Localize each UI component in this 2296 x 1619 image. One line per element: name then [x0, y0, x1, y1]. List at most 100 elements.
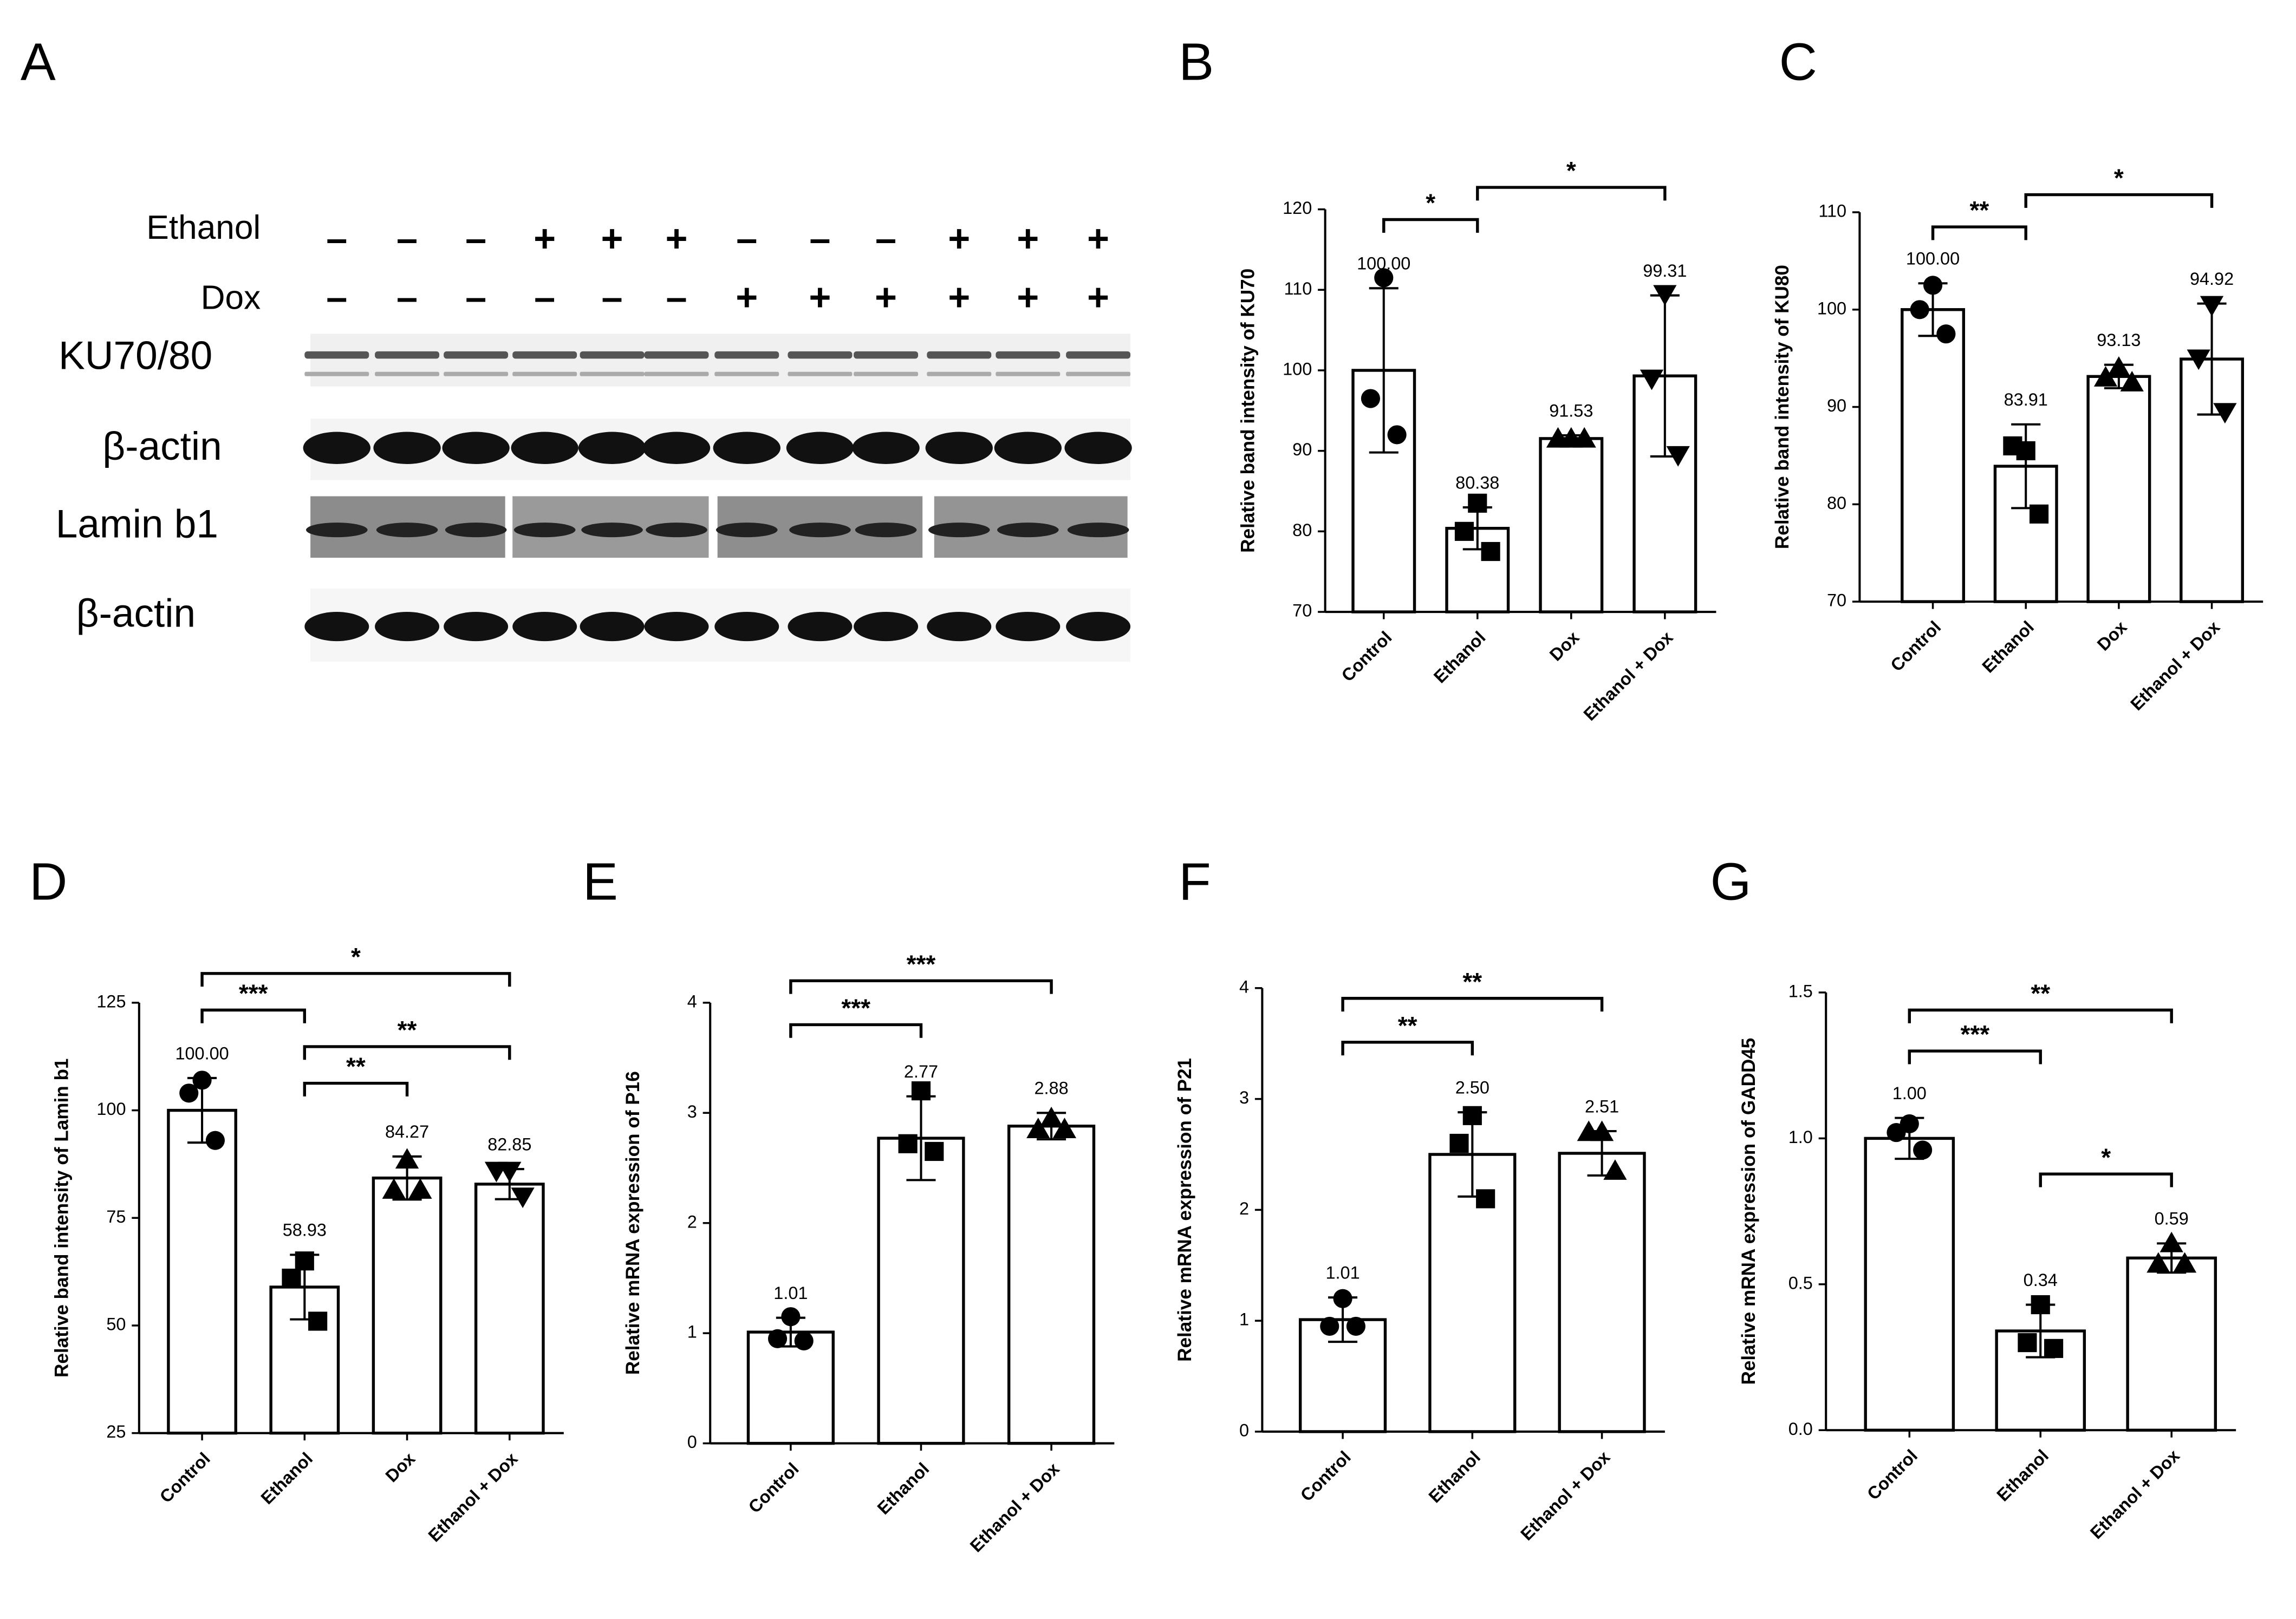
treatment-sign: + [736, 276, 758, 318]
data-point [767, 1329, 788, 1348]
band [376, 523, 438, 538]
y-tick-label: 70 [1292, 601, 1312, 621]
data-point [1361, 389, 1380, 408]
panel-label: B [1179, 32, 1214, 91]
band [444, 351, 509, 359]
y-tick-label: 100 [1283, 360, 1312, 379]
band [1066, 371, 1131, 376]
treatment-sign: + [1017, 217, 1039, 260]
y-tick-label: 50 [106, 1315, 126, 1334]
band [304, 371, 369, 376]
significance-label: ** [1969, 196, 1989, 224]
panel-label: E [583, 852, 618, 911]
band [444, 612, 509, 642]
significance-bracket [1908, 1049, 2042, 1065]
value-label: 84.27 [385, 1122, 429, 1141]
data-point [2003, 436, 2022, 456]
treatment-sign: + [948, 276, 970, 318]
y-tick-label: 0.0 [1788, 1419, 1813, 1439]
band [714, 371, 779, 376]
bar [877, 1137, 965, 1445]
significance-label: ** [398, 1016, 417, 1044]
data-point [1923, 276, 1943, 295]
y-axis-label: Relative mRNA expression of GADD45 [1738, 1038, 1759, 1385]
band [304, 612, 369, 642]
data-point [2213, 403, 2237, 424]
band [786, 432, 854, 464]
data-point [1546, 427, 1570, 448]
data-point [1476, 1189, 1495, 1209]
treatment-sign: – [396, 217, 418, 260]
value-label: 91.53 [1549, 401, 1593, 420]
band [512, 351, 577, 359]
band [788, 351, 853, 359]
value-label: 2.77 [904, 1062, 938, 1081]
significance-label: * [1566, 156, 1576, 185]
value-label: 2.50 [1455, 1078, 1490, 1097]
band [511, 432, 578, 464]
band [788, 371, 853, 376]
value-label: 1.01 [773, 1283, 808, 1303]
significance-label: ** [1462, 968, 1482, 996]
value-label: 100.00 [1357, 254, 1410, 273]
treatment-sign: + [809, 276, 831, 318]
bar [1864, 1137, 1955, 1432]
treatment-sign: + [1017, 276, 1039, 318]
band [644, 612, 709, 642]
significance-bracket [1476, 186, 1667, 201]
y-tick-label: 3 [687, 1102, 697, 1121]
data-point [1572, 427, 1596, 448]
significance-label: * [2114, 164, 2124, 192]
data-point [1387, 425, 1407, 445]
panel-label: A [21, 32, 56, 91]
data-point [1640, 369, 1664, 390]
data-point [511, 1187, 535, 1209]
band [304, 351, 369, 359]
band [373, 432, 441, 464]
y-axis-label: Relative band intensity of KU70 [1237, 269, 1258, 553]
y-tick-label: 80 [1292, 520, 1312, 540]
treatment-sign: – [465, 276, 486, 318]
data-point [1052, 1118, 1077, 1139]
blot-label: Lamin b1 [56, 502, 218, 546]
bar [474, 1183, 545, 1435]
band [512, 371, 577, 376]
significance-label: *** [907, 950, 936, 978]
significance-bracket [1931, 225, 2027, 240]
band [854, 371, 919, 376]
value-label: 58.93 [283, 1220, 327, 1240]
value-label: 1.01 [1325, 1263, 1360, 1282]
band [713, 432, 780, 464]
band [442, 432, 510, 464]
band [996, 371, 1061, 376]
band [644, 371, 709, 376]
y-axis-label: Relative mRNA expression of P16 [622, 1071, 643, 1375]
significance-bracket [2039, 1172, 2173, 1187]
band [855, 523, 917, 538]
blot-label: KU70/80 [58, 334, 212, 378]
data-point [1666, 446, 1690, 467]
y-tick-label: 1.5 [1788, 981, 1813, 1001]
data-point [2173, 1252, 2197, 1273]
row-label: Ethanol [146, 209, 261, 246]
band [996, 351, 1061, 359]
data-point [898, 1134, 918, 1153]
data-point [1454, 521, 1474, 541]
value-label: 2.88 [1035, 1079, 1069, 1098]
data-point [1936, 324, 1956, 344]
data-point [295, 1251, 314, 1271]
data-point [408, 1178, 432, 1199]
y-tick-label: 4 [687, 991, 697, 1011]
value-label: 0.59 [2155, 1209, 2189, 1229]
data-point [308, 1311, 328, 1331]
band [927, 612, 992, 642]
data-point [794, 1331, 814, 1350]
y-tick-label: 125 [96, 991, 126, 1011]
value-label: 2.51 [1585, 1096, 1619, 1116]
band [1066, 351, 1131, 359]
treatment-sign: + [601, 217, 623, 260]
band [580, 351, 645, 359]
y-tick-label: 4 [1239, 977, 1249, 996]
significance-label: *** [1960, 1020, 1989, 1048]
